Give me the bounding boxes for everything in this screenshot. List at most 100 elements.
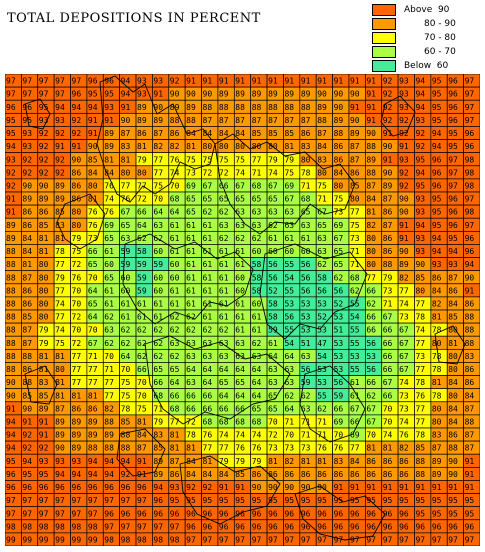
grid-cell-value: 81	[284, 142, 294, 151]
grid-cell-value: 94	[465, 260, 475, 269]
grid-cell-value: 97	[219, 536, 229, 545]
legend-swatch-above-90	[372, 4, 396, 16]
grid-cell-value: 94	[415, 103, 425, 112]
grid-cell-value: 93	[104, 103, 114, 112]
grid-cell-value: 84	[448, 300, 458, 309]
grid-cell-value: 70	[170, 182, 180, 191]
grid-cell-value: 53	[317, 300, 327, 309]
grid-cell-value: 95	[39, 103, 49, 112]
grid-cell-value: 89	[268, 90, 278, 99]
grid-cell-value: 97	[55, 496, 65, 505]
grid-cell-value: 92	[399, 168, 409, 177]
legend-swatch-below-60	[372, 60, 396, 72]
grid-cell-value: 90	[334, 103, 344, 112]
grid-cell-value: 95	[284, 496, 294, 505]
grid-cell-value: 89	[104, 431, 114, 440]
grid-cell-value: 62	[137, 326, 147, 335]
grid-cell-value: 74	[399, 378, 409, 387]
grid-cell-value: 62	[137, 234, 147, 243]
grid-cell-value: 68	[350, 273, 360, 282]
grid-cell-value: 63	[284, 208, 294, 217]
grid-cell-value: 96	[55, 483, 65, 492]
grid-cell-value: 94	[448, 247, 458, 256]
grid-cell-value: 75	[350, 221, 360, 230]
grid-cell-value: 85	[350, 182, 360, 191]
grid-cell-value: 62	[153, 234, 163, 243]
grid-cell-value: 88	[6, 352, 16, 361]
grid-cell-value: 87	[170, 457, 180, 466]
grid-cell-value: 91	[350, 77, 360, 86]
grid-cell-value: 64	[252, 365, 262, 374]
grid-cell-value: 80	[415, 286, 425, 295]
grid-cell-value: 90	[55, 444, 65, 453]
grid-cell-value: 81	[203, 457, 213, 466]
grid-cell-value: 74	[399, 300, 409, 309]
grid-cell-value: 61	[219, 260, 229, 269]
grid-cell-value: 80	[432, 404, 442, 413]
grid-cell-value: 96	[399, 509, 409, 518]
grid-cell-value: 66	[137, 208, 147, 217]
grid-cell-value: 54	[350, 313, 360, 322]
grid-cell-value: 97	[284, 536, 294, 545]
grid-cell-value: 96	[22, 483, 32, 492]
grid-cell-value: 80	[39, 286, 49, 295]
grid-cell-value: 66	[383, 339, 393, 348]
grid-cell-value: 98	[121, 536, 131, 545]
grid-cell-value: 70	[383, 418, 393, 427]
grid-cell-value: 81	[137, 142, 147, 151]
grid-cell-value: 93	[415, 116, 425, 125]
grid-cell-value: 92	[39, 129, 49, 138]
grid-cell-value: 84	[350, 457, 360, 466]
grid-cell-value: 58	[252, 260, 262, 269]
grid-cell-value: 62	[186, 326, 196, 335]
grid-cell-value: 88	[6, 273, 16, 282]
grid-cell-value: 96	[203, 522, 213, 531]
grid-cell-value: 62	[153, 352, 163, 361]
grid-cell-value: 99	[72, 536, 82, 545]
grid-cell-value: 71	[350, 247, 360, 256]
grid-cell-value: 93	[22, 142, 32, 151]
grid-cell-value: 61	[137, 300, 147, 309]
grid-cell-value: 61	[170, 300, 180, 309]
grid-cell-value: 93	[399, 77, 409, 86]
grid-cell-value: 75	[284, 168, 294, 177]
grid-cell-value: 69	[104, 221, 114, 230]
grid-cell-value: 53	[334, 313, 344, 322]
grid-cell-value: 79	[72, 234, 82, 243]
grid-cell-value: 95	[186, 496, 196, 505]
grid-cell-value: 61	[104, 247, 114, 256]
grid-cell-value: 97	[88, 509, 98, 518]
grid-cell-value: 64	[170, 208, 180, 217]
grid-cell-value: 97	[448, 182, 458, 191]
grid-cell-value: 88	[6, 339, 16, 348]
grid-cell-value: 66	[203, 391, 213, 400]
grid-cell-value: 98	[22, 522, 32, 531]
grid-cell-value: 78	[415, 378, 425, 387]
grid-cell-value: 65	[203, 195, 213, 204]
grid-cell-value: 68	[203, 418, 213, 427]
grid-cell-value: 86	[383, 470, 393, 479]
grid-cell-value: 61	[219, 247, 229, 256]
grid-cell-value: 81	[448, 339, 458, 348]
grid-cell-value: 72	[72, 260, 82, 269]
grid-cell-value: 52	[334, 300, 344, 309]
grid-cell-value: 92	[415, 142, 425, 151]
grid-cell-value: 97	[72, 496, 82, 505]
grid-cell-value: 84	[219, 470, 229, 479]
grid-cell-value: 88	[268, 103, 278, 112]
grid-cell-value: 61	[104, 300, 114, 309]
grid-cell-value: 66	[186, 391, 196, 400]
grid-cell-value: 90	[284, 483, 294, 492]
grid-cell-value: 98	[72, 522, 82, 531]
grid-cell-value: 96	[284, 522, 294, 531]
grid-cell-value: 82	[170, 142, 180, 151]
grid-cell-value: 95	[415, 509, 425, 518]
grid-cell-value: 92	[6, 182, 16, 191]
grid-cell-value: 63	[252, 221, 262, 230]
grid-cell-value: 63	[284, 365, 294, 374]
grid-cell-value: 63	[301, 221, 311, 230]
grid-cell-value: 91	[383, 129, 393, 138]
grid-cell-value: 94	[6, 142, 16, 151]
grid-cell-value: 84	[88, 168, 98, 177]
grid-cell-value: 80	[39, 273, 49, 282]
